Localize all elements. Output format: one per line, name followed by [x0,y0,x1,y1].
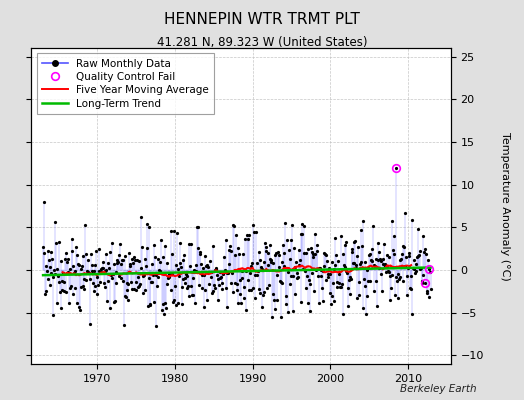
Legend: Raw Monthly Data, Quality Control Fail, Five Year Moving Average, Long-Term Tren: Raw Monthly Data, Quality Control Fail, … [37,53,214,114]
Text: HENNEPIN WTR TRMT PLT: HENNEPIN WTR TRMT PLT [164,12,360,27]
Text: 41.281 N, 89.323 W (United States): 41.281 N, 89.323 W (United States) [157,36,367,49]
Y-axis label: Temperature Anomaly (°C): Temperature Anomaly (°C) [500,132,510,280]
Text: Berkeley Earth: Berkeley Earth [400,384,477,394]
